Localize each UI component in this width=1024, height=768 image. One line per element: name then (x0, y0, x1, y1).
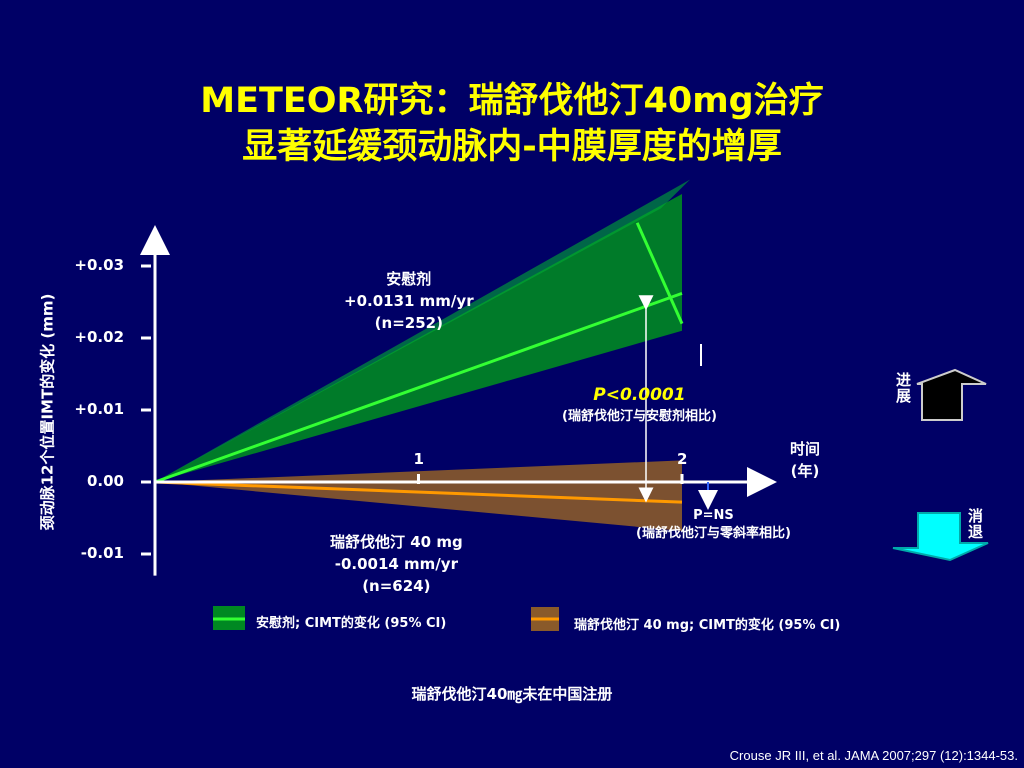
regress-label: 消退 (966, 508, 984, 540)
placebo-trend-line (154, 291, 683, 484)
x-axis-label-text: 时间 (790, 440, 821, 458)
progress-label: 进展 (894, 372, 912, 404)
title-line-1: METEOR研究：瑞舒伐他汀40mg治疗 (200, 81, 824, 121)
progress-arrow-icon (916, 368, 987, 421)
x-axis-label-unit: (年) (790, 462, 820, 480)
rosuvastatin-n: (n=624) (362, 577, 431, 595)
rosuvastatin-name: 瑞舒伐他汀 40 mg (330, 533, 463, 551)
y-tick-label: -0.01 (80, 544, 124, 562)
placebo-ci-edge (635, 222, 684, 325)
placebo-rate: +0.0131 mm/yr (344, 292, 474, 310)
regress-arrow-icon (892, 512, 989, 562)
p-ns-value: P=NS (693, 508, 734, 523)
y-tick-label: +0.02 (74, 328, 124, 346)
y-axis-label: 颈动脉12个位置IMT的变化 (mm) (38, 293, 57, 531)
p-ns-note: (瑞舒伐他汀与零斜率相比) (636, 526, 791, 541)
placebo-annotation: 安慰剂 +0.0131 mm/yr (n=252) (344, 268, 474, 334)
x-tick-label: 2 (677, 450, 688, 468)
title-line-2: 显著延缓颈动脉内-中膜厚度的增厚 (242, 127, 782, 167)
p-main-note: (瑞舒伐他汀与安慰剂相比) (562, 409, 717, 424)
y-tick-label: +0.03 (74, 256, 124, 274)
legend-rosuvastatin-label: 瑞舒伐他汀 40 mg; CIMT的变化 (95% CI) (574, 618, 841, 633)
x-tick-label: 1 (413, 450, 424, 468)
placebo-n: (n=252) (374, 314, 443, 332)
p-main-annotation: P<0.0001 (瑞舒伐他汀与安慰剂相比) (562, 384, 717, 428)
y-tick-label: +0.01 (74, 400, 124, 418)
legend-placebo-label: 安慰剂; CIMT的变化 (95% CI) (256, 616, 447, 631)
x-axis-label: 时间 (年) (790, 438, 820, 482)
p-ns-annotation: P=NS (瑞舒伐他汀与零斜率相比) (636, 507, 791, 543)
rosuvastatin-annotation: 瑞舒伐他汀 40 mg -0.0014 mm/yr (n=624) (330, 531, 463, 597)
rosuvastatin-trend-line (154, 480, 683, 504)
placebo-name: 安慰剂 (386, 270, 432, 288)
slide-title: METEOR研究：瑞舒伐他汀40mg治疗 显著延缓颈动脉内-中膜厚度的增厚 (0, 78, 1024, 170)
rosuvastatin-ci-band (155, 460, 682, 531)
p-main-value: P<0.0001 (593, 385, 686, 405)
citation: Crouse JR III, et al. JAMA 2007;297 (12)… (729, 748, 1018, 763)
registration-note: 瑞舒伐他汀40㎎未在中国注册 (411, 685, 613, 703)
rosuvastatin-rate: -0.0014 mm/yr (334, 555, 458, 573)
placebo-ci-highlight (155, 179, 690, 482)
y-tick-label: 0.00 (86, 472, 124, 490)
